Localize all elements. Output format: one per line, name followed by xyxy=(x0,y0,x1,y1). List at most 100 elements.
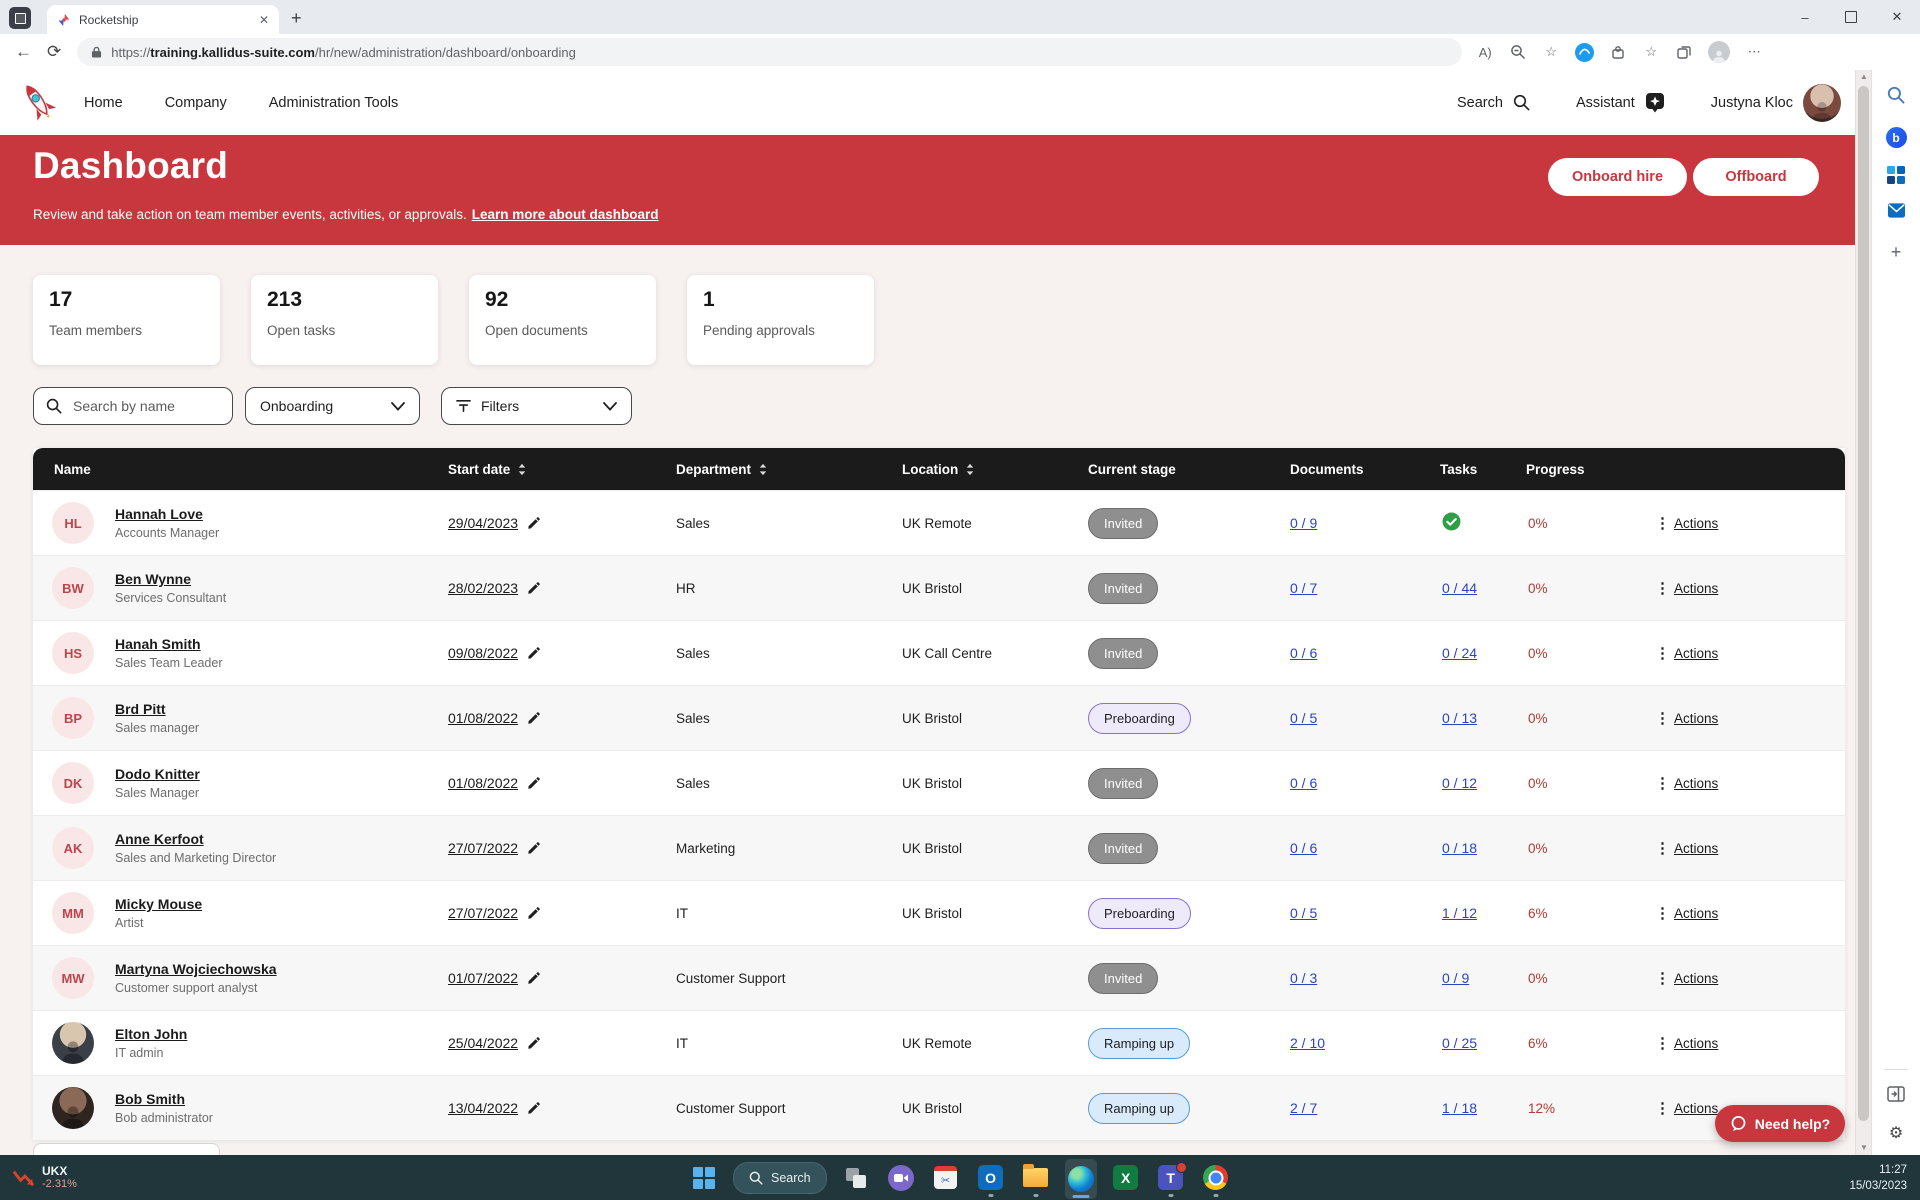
extension-app-icon[interactable] xyxy=(1575,42,1595,62)
kebab-icon[interactable]: ⋮ xyxy=(1655,710,1670,727)
extensions-icon[interactable] xyxy=(1609,44,1627,60)
back-button[interactable]: ← xyxy=(15,42,32,61)
edit-date-pencil-icon[interactable] xyxy=(527,906,540,920)
start-date-link[interactable]: 01/07/2022 xyxy=(448,970,519,986)
edit-date-pencil-icon[interactable] xyxy=(527,711,540,725)
start-date-link[interactable]: 25/04/2022 xyxy=(448,1035,519,1051)
read-aloud-icon[interactable]: A) xyxy=(1478,44,1492,60)
zoom-icon[interactable] xyxy=(1509,44,1527,60)
edit-date-pencil-icon[interactable] xyxy=(527,1036,540,1050)
tasks-link[interactable]: 0 / 18 xyxy=(1442,840,1478,856)
actions-link[interactable]: Actions xyxy=(1674,905,1719,921)
col-department[interactable]: Department xyxy=(676,462,902,477)
col-start-date[interactable]: Start date xyxy=(448,462,676,477)
actions-link[interactable]: Actions xyxy=(1674,1035,1719,1051)
start-date-link[interactable]: 27/07/2022 xyxy=(448,840,519,856)
chrome-button[interactable] xyxy=(1200,1155,1232,1200)
sidebar-microsoft365-icon[interactable] xyxy=(1887,166,1905,184)
employee-name-link[interactable]: Micky Mouse xyxy=(115,896,203,912)
filters-dropdown[interactable]: Filters xyxy=(441,387,632,425)
start-date-link[interactable]: 29/04/2023 xyxy=(448,515,519,531)
edit-date-pencil-icon[interactable] xyxy=(527,776,540,790)
employee-name-link[interactable]: Elton John xyxy=(115,1026,188,1042)
actions-link[interactable]: Actions xyxy=(1674,840,1719,856)
start-date-link[interactable]: 09/08/2022 xyxy=(448,645,519,661)
collections-icon[interactable] xyxy=(1675,44,1693,60)
new-tab-button[interactable]: + xyxy=(291,8,302,28)
kebab-icon[interactable]: ⋮ xyxy=(1655,840,1670,857)
employee-name-link[interactable]: Bob Smith xyxy=(115,1091,185,1107)
actions-link[interactable]: Actions xyxy=(1674,775,1719,791)
search-by-name-field[interactable] xyxy=(33,387,233,425)
favorites-bar-icon[interactable]: ☆ xyxy=(1645,44,1658,59)
employee-name-link[interactable]: Anne Kerfoot xyxy=(115,831,204,847)
documents-link[interactable]: 0 / 3 xyxy=(1290,970,1318,986)
actions-link[interactable]: Actions xyxy=(1674,580,1719,596)
edit-date-pencil-icon[interactable] xyxy=(527,646,540,660)
edit-date-pencil-icon[interactable] xyxy=(527,841,540,855)
minimize-button[interactable]: – xyxy=(1801,9,1809,25)
col-location[interactable]: Location xyxy=(902,462,1088,477)
onboard-hire-button[interactable]: Onboard hire xyxy=(1548,158,1687,196)
search-input[interactable] xyxy=(71,397,215,415)
favorite-star-icon[interactable]: ☆ xyxy=(1545,44,1558,59)
actions-link[interactable]: Actions xyxy=(1674,515,1719,531)
documents-link[interactable]: 0 / 5 xyxy=(1290,710,1318,726)
address-field[interactable]: https://training.kallidus-suite.com/hr/n… xyxy=(77,38,1463,66)
documents-link[interactable]: 0 / 5 xyxy=(1290,905,1318,921)
sidebar-search-icon[interactable] xyxy=(1887,86,1905,109)
browser-profile-icon[interactable] xyxy=(1708,41,1731,63)
nav-search-button[interactable]: Search xyxy=(1457,94,1530,111)
documents-link[interactable]: 2 / 7 xyxy=(1290,1100,1318,1116)
employee-name-link[interactable]: Ben Wynne xyxy=(115,571,191,587)
start-date-link[interactable]: 01/08/2022 xyxy=(448,775,519,791)
nav-link-home[interactable]: Home xyxy=(84,94,123,111)
kebab-icon[interactable]: ⋮ xyxy=(1655,1035,1670,1052)
offboard-button[interactable]: Offboard xyxy=(1693,158,1819,196)
documents-link[interactable]: 0 / 9 xyxy=(1290,515,1318,531)
actions-link[interactable]: Actions xyxy=(1674,1100,1719,1116)
nav-link-administration-tools[interactable]: Administration Tools xyxy=(268,94,399,111)
tasks-link[interactable]: 0 / 24 xyxy=(1442,645,1478,661)
edge-browser-button[interactable] xyxy=(1064,1158,1097,1199)
scroll-down-arrow[interactable]: ▼ xyxy=(1860,1143,1868,1152)
taskbar-search[interactable]: Search xyxy=(733,1161,827,1194)
start-button[interactable] xyxy=(688,1155,720,1200)
tasks-link[interactable]: 1 / 18 xyxy=(1442,1100,1478,1116)
actions-link[interactable]: Actions xyxy=(1674,710,1719,726)
need-help-button[interactable]: Need help? xyxy=(1715,1105,1845,1142)
kebab-icon[interactable]: ⋮ xyxy=(1655,515,1670,532)
tasks-link[interactable]: 0 / 25 xyxy=(1442,1035,1478,1051)
taskbar-clock[interactable]: 11:27 15/03/2023 xyxy=(1849,1161,1907,1193)
task-view-button[interactable] xyxy=(840,1155,872,1200)
stocks-widget[interactable]: UKX -2.31% xyxy=(12,1155,77,1200)
tasks-link[interactable]: 0 / 9 xyxy=(1442,970,1470,986)
start-date-link[interactable]: 27/07/2022 xyxy=(448,905,519,921)
nav-link-company[interactable]: Company xyxy=(164,94,227,111)
documents-link[interactable]: 0 / 6 xyxy=(1290,775,1318,791)
page-scrollbar[interactable]: ▲ ▼ xyxy=(1855,70,1872,1155)
start-date-link[interactable]: 13/04/2022 xyxy=(448,1100,519,1116)
teams-button[interactable]: T xyxy=(1155,1155,1188,1200)
edit-date-pencil-icon[interactable] xyxy=(527,971,540,985)
snipping-tool-button[interactable]: ✂ xyxy=(930,1155,962,1200)
actions-link[interactable]: Actions xyxy=(1674,645,1719,661)
sidebar-settings-gear-icon[interactable]: ⚙ xyxy=(1888,1125,1904,1142)
kebab-icon[interactable]: ⋮ xyxy=(1655,580,1670,597)
tasks-link[interactable]: 0 / 12 xyxy=(1442,775,1478,791)
employee-name-link[interactable]: Brd Pitt xyxy=(115,701,166,717)
employee-name-link[interactable]: Martyna Wojciechowska xyxy=(115,961,277,977)
file-explorer-button[interactable] xyxy=(1020,1155,1052,1200)
scroll-up-arrow[interactable]: ▲ xyxy=(1860,72,1868,81)
close-button[interactable]: ✕ xyxy=(1891,9,1903,24)
kebab-icon[interactable]: ⋮ xyxy=(1655,775,1670,792)
pagination-stub[interactable] xyxy=(33,1143,220,1156)
start-date-link[interactable]: 01/08/2022 xyxy=(448,710,519,726)
kebab-icon[interactable]: ⋮ xyxy=(1655,1100,1670,1117)
documents-link[interactable]: 0 / 7 xyxy=(1290,580,1318,596)
employee-name-link[interactable]: Hannah Love xyxy=(115,506,203,522)
sidebar-panel-icon[interactable] xyxy=(1887,1086,1905,1107)
sidebar-bing-icon[interactable]: b xyxy=(1885,127,1907,148)
outlook-button[interactable]: O xyxy=(975,1155,1007,1200)
tab-close-icon[interactable]: ✕ xyxy=(258,12,269,27)
